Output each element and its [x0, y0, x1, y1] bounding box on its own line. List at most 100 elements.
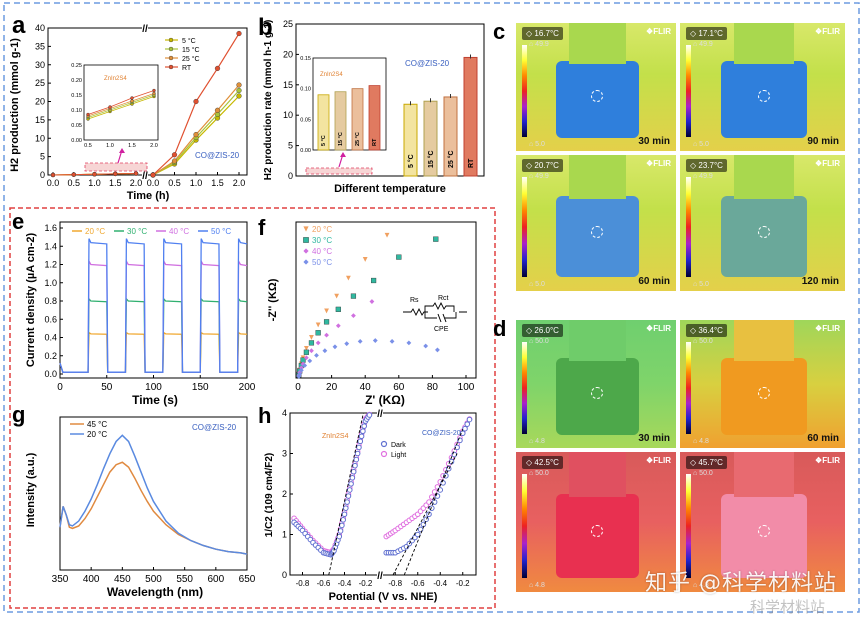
circuit-label-rct: Rct	[438, 295, 449, 302]
x-axis-label-a: Time (h)	[127, 190, 170, 202]
flir-logo: ❖FLIR	[815, 456, 840, 465]
temperature-scale-bar	[686, 342, 691, 434]
inset-point-a	[86, 112, 90, 117]
data-point-f	[435, 347, 440, 353]
legend-marker-a	[168, 64, 174, 70]
y-tick-label-e: 0.6	[44, 314, 57, 324]
scale-min-label: ⌂ 5.0	[529, 281, 545, 288]
legend-label-h: Light	[391, 452, 406, 459]
thermal-image: ◇ 42.5°C ❖FLIR ⌂ 50.0 ⌂ 4.8	[516, 452, 676, 592]
x-tick-label-e: 0	[57, 382, 63, 393]
data-point-f	[334, 293, 340, 299]
data-point-f	[297, 371, 303, 377]
panel-label-f: f	[258, 215, 266, 240]
inset-y-tick-a: 0.25	[71, 63, 82, 69]
spot-temperature-readout: ◇ 26.0°C	[522, 324, 563, 337]
x-tick-label-h: -0.6	[317, 579, 331, 588]
data-point-left	[133, 171, 139, 176]
flir-logo: ❖FLIR	[815, 324, 840, 333]
data-point-h	[340, 517, 346, 523]
y-tick-label-e: 1.6	[44, 223, 57, 233]
inset-series-a	[87, 96, 155, 120]
temperature-scale-bar	[522, 45, 527, 137]
x-tick-label-g: 600	[207, 574, 224, 585]
y-tick-label-a: 10	[35, 133, 45, 143]
x-tick-label-e: 150	[192, 382, 209, 393]
beaker-top	[734, 320, 794, 361]
spot-temperature-readout: ◇ 20.7°C	[522, 159, 563, 172]
data-point-h	[357, 438, 364, 445]
data-point-f	[304, 355, 309, 361]
chart-f: 0 20 40 60 80 100 Z' (KΩ) -Z'' (KΩ) 20 °C 30 °C 40…	[267, 221, 477, 407]
data-point-f	[315, 322, 321, 328]
series-line-right	[152, 84, 240, 176]
x-tick-label-g: 650	[239, 574, 256, 585]
data-point-f	[350, 293, 357, 299]
data-point-h	[343, 505, 349, 511]
data-point-h	[466, 416, 473, 423]
temperature-scale-bar	[522, 474, 527, 578]
y-axis-label-a: H2 production (mmol g-1)	[9, 38, 21, 172]
x-tick-label-g: 550	[176, 574, 193, 585]
y-axis-label-g: Intensity (a.u.)	[25, 452, 37, 527]
red-frame	[9, 207, 496, 609]
data-point-f	[309, 348, 314, 354]
flir-logo: ❖FLIR	[815, 27, 840, 36]
measurement-spot-icon	[757, 225, 770, 238]
scale-min-label: ⌂ 4.8	[693, 582, 709, 589]
break-gap-bottom	[142, 172, 148, 178]
bar-label-b: RT	[468, 158, 475, 168]
elapsed-time-label: 120 min	[801, 276, 839, 287]
scale-max-label: ⌂ 50.0	[693, 338, 713, 345]
y-tick-label-h: 3	[282, 449, 287, 459]
x-tick-label-h: -0.8	[388, 579, 402, 588]
data-point-right	[193, 98, 199, 105]
axis-break-bottom: //	[142, 171, 148, 182]
y-tick-label-b: 25	[283, 19, 293, 29]
data-point-f	[315, 340, 321, 346]
measurement-spot-icon	[591, 225, 603, 238]
data-point-h	[352, 462, 358, 469]
y-tick-label-h: 2	[282, 489, 287, 499]
tangent-line-right-dark	[403, 429, 464, 576]
axes-frame-f	[295, 221, 477, 379]
legend-label-h: Dark	[391, 442, 406, 449]
data-point-f	[307, 358, 313, 364]
equivalent-circuit: Rs Rct CPE	[403, 295, 467, 333]
series-line-g	[59, 434, 248, 555]
spot-temperature-readout: ◇ 23.7°C	[686, 159, 727, 172]
y-axis-label-f: -Z'' (KΩ)	[267, 278, 279, 321]
data-point-h	[345, 493, 352, 499]
flir-logo: ❖FLIR	[646, 159, 671, 168]
data-point-right	[236, 30, 242, 37]
y-tick-label-e: 1.2	[44, 260, 57, 270]
data-point-h	[341, 511, 348, 518]
scale-max-label: ⌂ 49.9	[529, 41, 549, 48]
data-point-right	[214, 65, 221, 72]
y-tick-label-a: 20	[35, 97, 45, 107]
x-tick-label-f: 40	[360, 382, 372, 393]
y-tick-label-a: 15	[35, 115, 45, 125]
inset-y-tick-b: 0.10	[300, 87, 311, 93]
x-tick-label-a: 2.0	[130, 178, 143, 188]
data-point-h	[356, 444, 362, 451]
y-tick-label-b: 15	[283, 80, 293, 90]
series-line-e	[59, 238, 248, 373]
legend-label-a: 25 °C	[182, 55, 200, 63]
data-point-f	[315, 330, 321, 336]
data-point-h	[459, 430, 466, 437]
tangent-line-left	[328, 412, 364, 576]
inset-point-a	[152, 91, 156, 96]
chart-a: // // 0 5 10 15 20 25 30 35 40 0.0 0.5 1.0 1.5 2.0 0.0 0.…	[9, 23, 248, 202]
measurement-spot-icon	[591, 524, 603, 537]
data-point-h	[354, 450, 361, 457]
x-tick-label-f: 0	[295, 382, 301, 393]
data-point-f	[372, 338, 378, 343]
elapsed-time-label: 60 min	[807, 433, 839, 444]
beaker-top	[568, 155, 627, 199]
data-point-f	[371, 277, 377, 284]
legend-marker-a	[168, 37, 174, 43]
elapsed-time-label: 30 min	[638, 136, 670, 147]
data-point-h	[358, 433, 365, 440]
